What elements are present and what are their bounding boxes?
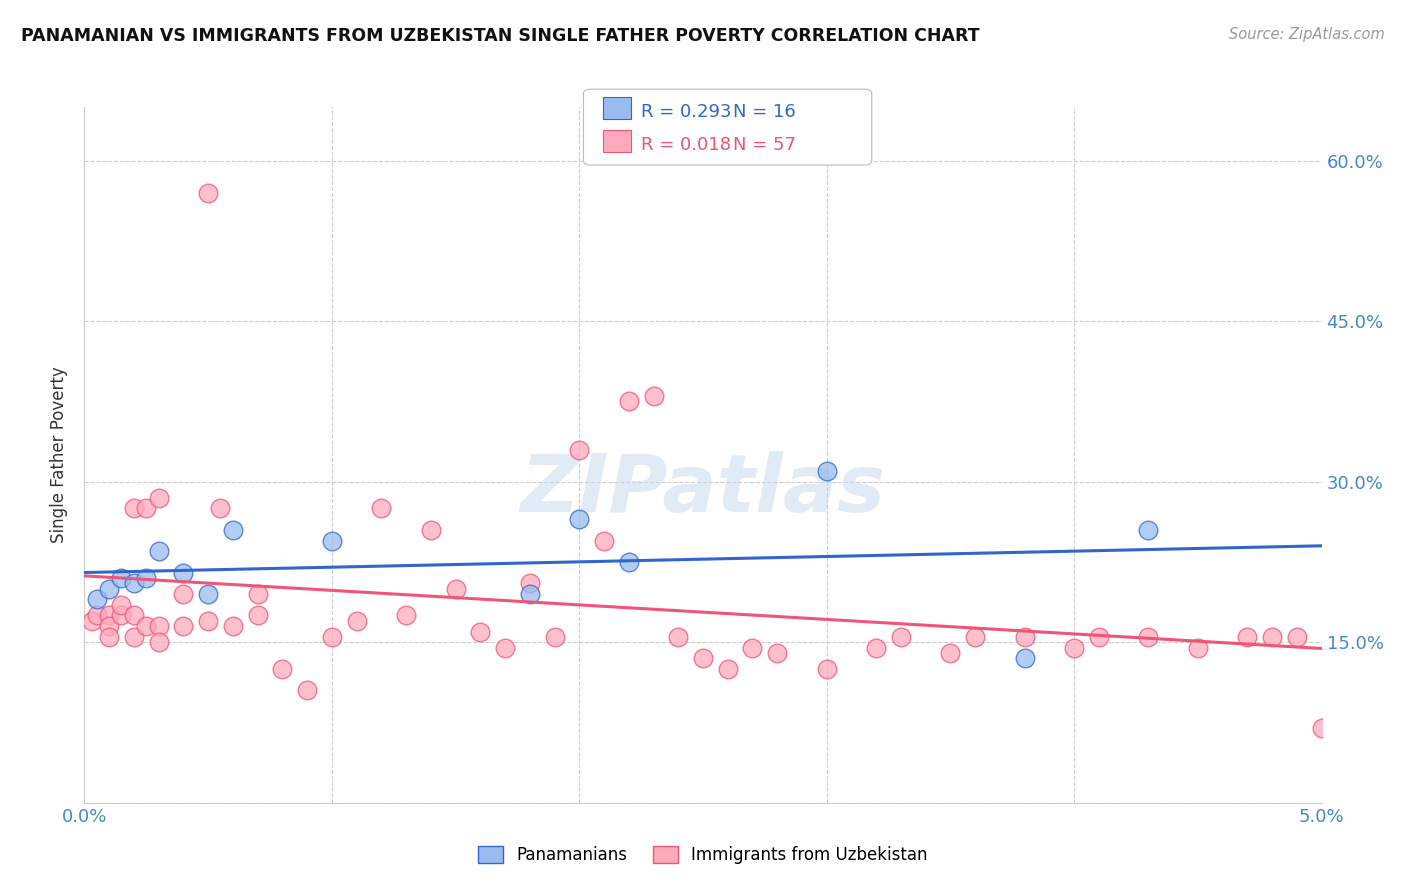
Point [172,566,194,580]
Point [419,523,441,537]
Point [197,614,219,628]
Point [271,662,294,676]
Point [741,640,763,655]
Point [370,501,392,516]
Point [568,512,591,526]
Point [643,389,665,403]
Point [1014,630,1036,644]
Point [148,544,170,558]
Point [295,683,318,698]
Point [815,662,838,676]
Point [321,533,343,548]
Point [395,608,418,623]
Point [209,501,232,516]
Point [470,624,492,639]
Point [543,630,565,644]
Point [172,587,194,601]
Point [148,491,170,505]
Text: N = 16: N = 16 [733,103,796,120]
Point [519,576,541,591]
Point [110,598,132,612]
Point [568,442,591,457]
Point [1014,651,1036,665]
Point [135,571,157,585]
Point [346,614,368,628]
Point [122,576,145,591]
Point [86,608,108,623]
Point [98,619,121,633]
Point [110,571,132,585]
Point [321,630,343,644]
Point [1187,640,1209,655]
Point [98,582,121,596]
Point [519,587,541,601]
Point [692,651,714,665]
Point [122,630,145,644]
Point [717,662,740,676]
Point [1236,630,1258,644]
Text: Source: ZipAtlas.com: Source: ZipAtlas.com [1229,27,1385,42]
Point [148,619,170,633]
Point [148,635,170,649]
Point [1088,630,1111,644]
Point [1063,640,1085,655]
Point [666,630,689,644]
Point [815,464,838,478]
Text: R = 0.018: R = 0.018 [641,136,731,153]
Point [86,592,108,607]
Point [197,587,219,601]
Text: R = 0.293: R = 0.293 [641,103,731,120]
Point [122,608,145,623]
Point [1137,523,1160,537]
Y-axis label: Single Father Poverty: Single Father Poverty [51,367,69,543]
Point [939,646,962,660]
Text: ZIPatlas: ZIPatlas [520,450,886,529]
Point [1137,630,1160,644]
Point [1285,630,1308,644]
Point [197,186,219,200]
Point [98,608,121,623]
Point [222,619,245,633]
Point [172,619,194,633]
Point [494,640,516,655]
Point [766,646,789,660]
Legend: Panamanians, Immigrants from Uzbekistan: Panamanians, Immigrants from Uzbekistan [472,839,934,871]
Point [865,640,887,655]
Point [617,555,640,569]
Point [122,501,145,516]
Point [593,533,616,548]
Point [222,523,245,537]
Point [617,394,640,409]
Point [1261,630,1284,644]
Point [80,614,103,628]
Point [444,582,467,596]
Point [135,619,157,633]
Point [890,630,912,644]
Point [98,630,121,644]
Point [135,501,157,516]
Point [965,630,987,644]
Text: N = 57: N = 57 [733,136,796,153]
Point [246,587,269,601]
Point [246,608,269,623]
Text: PANAMANIAN VS IMMIGRANTS FROM UZBEKISTAN SINGLE FATHER POVERTY CORRELATION CHART: PANAMANIAN VS IMMIGRANTS FROM UZBEKISTAN… [21,27,980,45]
Point [110,608,132,623]
Point [1310,721,1333,735]
